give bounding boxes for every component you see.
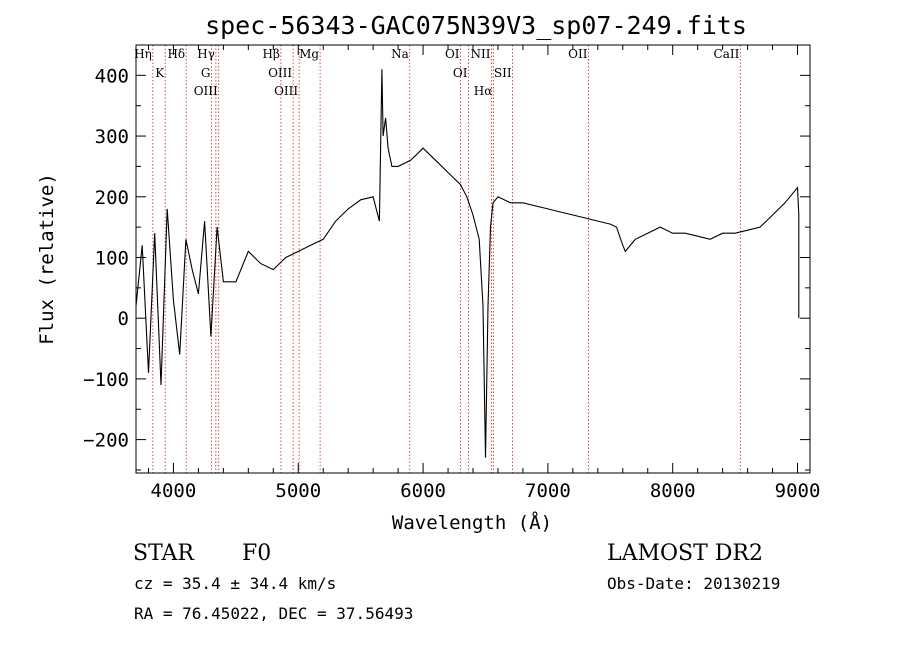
chart-title: spec-56343-GAC075N39V3_sp07-249.fits [205, 11, 747, 40]
line-label: K [155, 66, 165, 80]
line-label: Hη [134, 47, 152, 61]
line-label: G [201, 66, 211, 80]
line-label: Mg [299, 47, 319, 61]
line-label: Hδ [167, 47, 185, 61]
y-tick-label: 300 [95, 126, 129, 148]
survey-name: LAMOST DR2 [607, 541, 763, 566]
ticks-layer: 4000 5000 6000 7000 8000 9000 −200 −100 0 100 200 3… [83, 44, 821, 502]
line-label: Na [391, 47, 409, 61]
line-label: Hγ [197, 47, 215, 61]
series-line-spectrum [136, 69, 800, 458]
y-tick-label: 0 [118, 308, 129, 330]
line-label: CaII [714, 47, 740, 61]
y-tick-label: −200 [83, 430, 129, 452]
line-label: OI [445, 47, 460, 61]
line-label: OI [453, 66, 468, 80]
y-tick-label: 100 [95, 247, 129, 269]
y-tick-label: 400 [95, 65, 129, 87]
x-tick-label: 5000 [275, 480, 321, 502]
line-label: SII [494, 66, 512, 80]
line-label: Hβ [263, 47, 280, 61]
line-label: Hα [474, 84, 493, 98]
object-class: STAR [133, 541, 195, 566]
redshift-cz: cz = 35.4 ± 34.4 km/s [134, 574, 336, 593]
y-tick-label: −100 [83, 369, 129, 391]
coordinates: RA = 76.45022, DEC = 37.56493 [134, 604, 413, 623]
line-label: NII [470, 47, 490, 61]
obs-date: Obs-Date: 20130219 [607, 574, 780, 593]
y-axis-title: Flux (relative) [36, 173, 58, 345]
x-tick-label: 4000 [151, 480, 197, 502]
line-label: OIII [268, 66, 292, 80]
x-tick-label: 8000 [650, 480, 696, 502]
y-tick-label: 200 [95, 187, 129, 209]
plot-frame [135, 44, 811, 474]
line-label: OIII [194, 84, 218, 98]
x-axis-title: Wavelength (Å) [392, 511, 552, 534]
x-tick-label: 7000 [525, 480, 571, 502]
line-label: OII [568, 47, 588, 61]
x-tick-label: 6000 [400, 480, 446, 502]
subclass: F0 [242, 541, 271, 566]
x-tick-label: 9000 [775, 480, 821, 502]
series-layer [136, 69, 800, 458]
line-label: OIII [274, 84, 298, 98]
